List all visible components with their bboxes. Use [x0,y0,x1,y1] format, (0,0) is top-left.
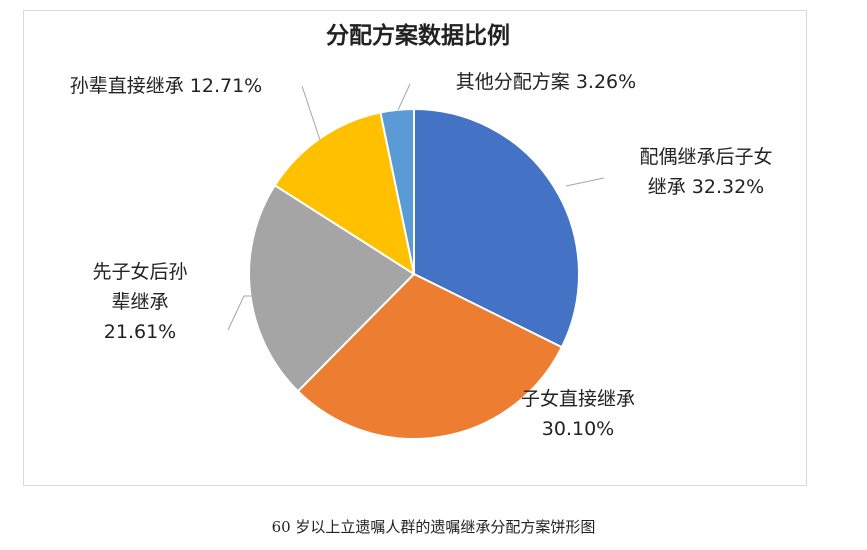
data-labels: 配偶继承后子女继承 32.32% 子女直接继承 30.10% 先子女后孙辈继承 21.6… [70,71,773,440]
slice-spouse-then-children [413,107,580,349]
data-label-line: 继承 32.32% [648,176,765,198]
slice-other [379,107,415,275]
data-label-line: 配偶继承后子女 [639,146,772,168]
slice-grandchildren-direct [273,111,416,277]
data-label-line: 辈继承 [111,291,168,313]
data-label-line: 子女直接继承 [521,388,635,410]
label-children-direct: 子女直接继承 30.10% [521,388,635,440]
data-label-line: 21.61% [104,321,176,343]
figure-caption: 60 岁以上立遗嘱人群的遗嘱继承分配方案饼形图 [271,518,596,536]
label-children-then-grandchildren: 先子女后孙辈继承 21.61% [92,261,187,343]
slice-children-then-grandchildren [248,183,416,393]
data-label-line: 先子女后孙 [92,261,187,283]
leader-line [565,177,605,187]
leader-line [301,85,321,141]
leader-lines [227,83,605,331]
leader-line [227,295,258,331]
label-grandchildren-direct: 孙辈直接继承 12.71% [70,75,263,97]
slice-children-direct [296,272,564,440]
data-label-line: 30.10% [542,418,614,440]
label-other: 其他分配方案 3.26% [456,71,636,93]
leader-line [397,83,411,111]
data-label-line: 其他分配方案 3.26% [456,71,636,93]
chart-title: 分配方案数据比例 [326,22,510,49]
label-spouse-then-children: 配偶继承后子女继承 32.32% [639,146,772,198]
data-label-line: 孙辈直接继承 12.71% [70,75,263,97]
pie-slices [248,107,580,440]
